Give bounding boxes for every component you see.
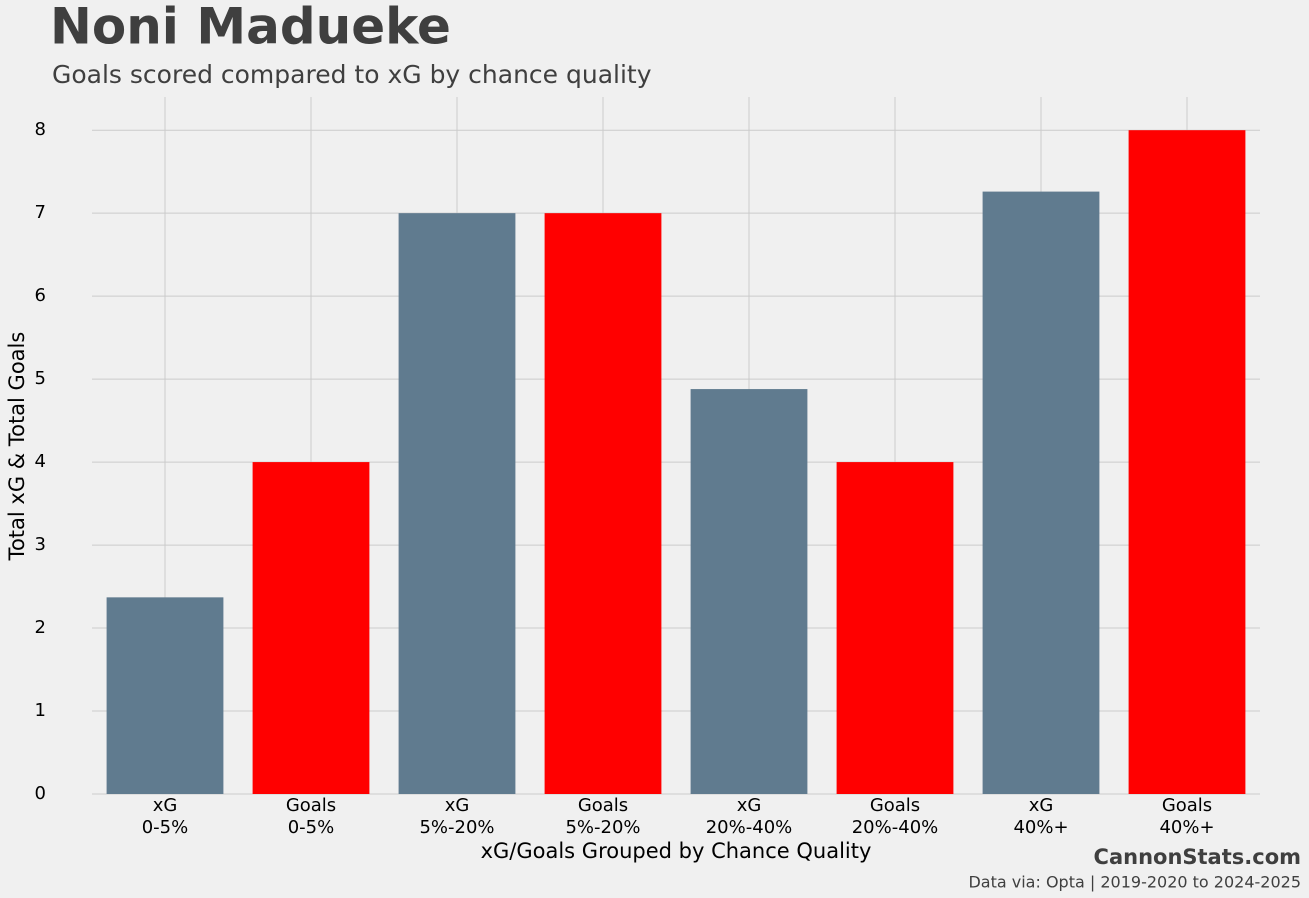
y-tick-label: 8: [35, 119, 46, 140]
y-tick-label: 5: [35, 368, 46, 389]
chart-title: Noni Madueke: [50, 0, 451, 56]
bar: [836, 462, 954, 794]
x-tick-label: 5%-20%: [419, 817, 494, 838]
x-tick-label: 5%-20%: [565, 817, 640, 838]
y-tick-label: 7: [35, 202, 46, 223]
brand: CannonStats.com: [1094, 845, 1301, 869]
y-tick-label: 3: [35, 534, 46, 555]
bar: [690, 389, 808, 794]
x-tick-label: xG: [445, 795, 470, 816]
x-axis-label: xG/Goals Grouped by Chance Quality: [481, 839, 872, 863]
x-tick-label: 40%+: [1159, 817, 1214, 838]
x-tick-label: xG: [1029, 795, 1054, 816]
x-tick-label: xG: [737, 795, 762, 816]
x-tick-label: 0-5%: [142, 817, 189, 838]
x-tick-label: 20%-40%: [706, 817, 793, 838]
bar: [1128, 130, 1246, 794]
bar: [982, 191, 1100, 795]
chart-subtitle: Goals scored compared to xG by chance qu…: [52, 60, 652, 89]
y-tick-label: 6: [35, 285, 46, 306]
x-tick-label: xG: [153, 795, 178, 816]
x-tick-label: 40%+: [1013, 817, 1068, 838]
y-tick-label: 2: [35, 617, 46, 638]
x-tick-label: 20%-40%: [852, 817, 939, 838]
y-tick-label: 1: [35, 700, 46, 721]
x-tick-label: Goals: [870, 795, 920, 816]
bar: [544, 213, 662, 794]
source-note: Data via: Opta | 2019-2020 to 2024-2025: [968, 873, 1301, 892]
y-tick-label: 4: [35, 451, 46, 472]
bar: [398, 213, 516, 794]
x-tick-label: Goals: [1162, 795, 1212, 816]
y-axis-label: Total xG & Total Goals: [5, 332, 29, 562]
x-tick-label: Goals: [286, 795, 336, 816]
x-tick-label: 0-5%: [288, 817, 335, 838]
bar: [252, 462, 370, 794]
y-tick-label: 0: [35, 783, 46, 804]
x-tick-label: Goals: [578, 795, 628, 816]
bar: [106, 597, 224, 794]
